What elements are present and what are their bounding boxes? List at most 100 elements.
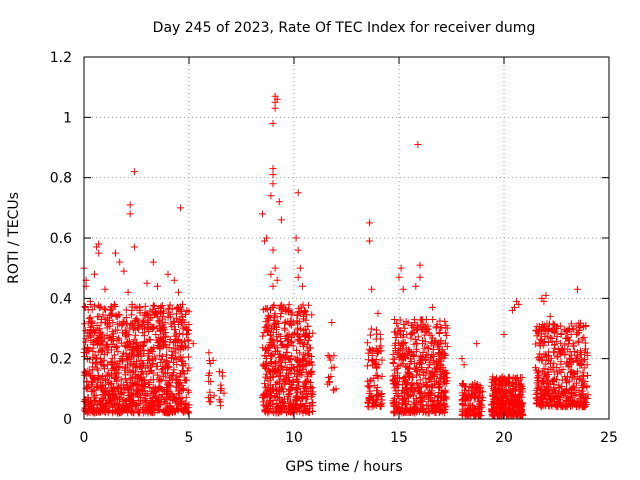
data-point	[166, 301, 174, 309]
data-point	[95, 332, 103, 340]
data-point	[404, 319, 412, 327]
data-point	[137, 352, 145, 360]
data-point	[549, 320, 557, 328]
data-point	[575, 337, 583, 345]
data-point	[404, 369, 412, 377]
data-point	[140, 332, 148, 340]
data-point	[294, 189, 302, 197]
data-point	[495, 388, 503, 396]
data-point	[378, 390, 386, 398]
data-point	[174, 378, 182, 386]
data-point	[100, 365, 108, 373]
data-point	[156, 319, 164, 327]
data-point	[436, 317, 444, 325]
data-point	[99, 395, 107, 403]
data-point	[292, 234, 300, 242]
data-point	[509, 385, 517, 393]
data-point	[180, 400, 188, 408]
data-point	[153, 371, 161, 379]
data-point	[548, 326, 556, 334]
data-point	[146, 363, 154, 371]
data-point	[367, 392, 375, 400]
data-point	[479, 388, 487, 396]
data-point	[114, 348, 122, 356]
data-point	[273, 95, 281, 103]
data-point	[328, 364, 336, 372]
data-point	[539, 394, 547, 402]
data-point	[145, 326, 153, 334]
data-point	[87, 322, 95, 330]
data-point	[89, 379, 97, 387]
data-point	[366, 237, 374, 245]
data-point	[129, 326, 137, 334]
data-point	[557, 339, 565, 347]
data-point	[126, 400, 134, 408]
data-point	[164, 389, 172, 397]
data-point	[273, 336, 281, 344]
data-point	[277, 216, 285, 224]
data-point	[268, 407, 276, 415]
data-point	[293, 384, 301, 392]
data-point	[268, 367, 276, 375]
data-point	[266, 389, 274, 397]
data-point	[273, 276, 281, 284]
data-point	[407, 385, 415, 393]
data-point	[261, 345, 269, 353]
data-point	[574, 338, 582, 346]
data-point	[293, 397, 301, 405]
data-point	[408, 322, 416, 330]
data-point	[277, 309, 285, 317]
data-point	[166, 379, 174, 387]
data-point	[425, 409, 433, 417]
data-point	[99, 311, 107, 319]
data-point	[584, 391, 592, 399]
data-point	[301, 306, 308, 314]
data-point	[267, 270, 275, 278]
data-point	[183, 306, 191, 314]
data-point	[163, 351, 171, 359]
data-point	[94, 366, 102, 374]
data-point	[518, 393, 526, 401]
data-point	[104, 408, 112, 416]
data-point	[126, 201, 134, 209]
data-point	[405, 346, 413, 354]
data-point	[368, 357, 376, 365]
data-point	[277, 337, 285, 345]
data-point	[109, 361, 117, 369]
data-point	[557, 348, 565, 356]
data-point	[466, 405, 474, 413]
data-point	[373, 395, 381, 403]
data-point	[299, 355, 307, 363]
data-point	[261, 351, 269, 359]
data-point	[475, 405, 483, 413]
data-point	[92, 337, 100, 345]
data-point	[557, 330, 565, 338]
data-point	[575, 403, 583, 411]
data-point	[171, 397, 179, 405]
data-point	[504, 404, 512, 412]
data-point	[544, 356, 552, 364]
data-point	[536, 342, 544, 350]
data-point	[514, 394, 522, 402]
data-point	[85, 346, 93, 354]
data-point	[131, 303, 139, 311]
data-point	[424, 364, 432, 372]
data-point	[476, 382, 484, 390]
data-point	[566, 403, 574, 411]
data-point	[105, 398, 113, 406]
data-point	[119, 329, 127, 337]
data-point	[260, 390, 268, 398]
data-point	[412, 396, 420, 404]
data-point	[126, 324, 134, 332]
data-point	[400, 350, 408, 358]
data-point	[409, 392, 417, 400]
data-point	[102, 391, 110, 399]
data-point	[130, 168, 138, 176]
data-point	[437, 337, 445, 345]
data-point	[372, 344, 380, 352]
data-point	[167, 374, 175, 382]
data-point	[573, 349, 581, 357]
data-point	[283, 364, 291, 372]
data-point	[178, 313, 186, 321]
data-point	[267, 359, 275, 367]
